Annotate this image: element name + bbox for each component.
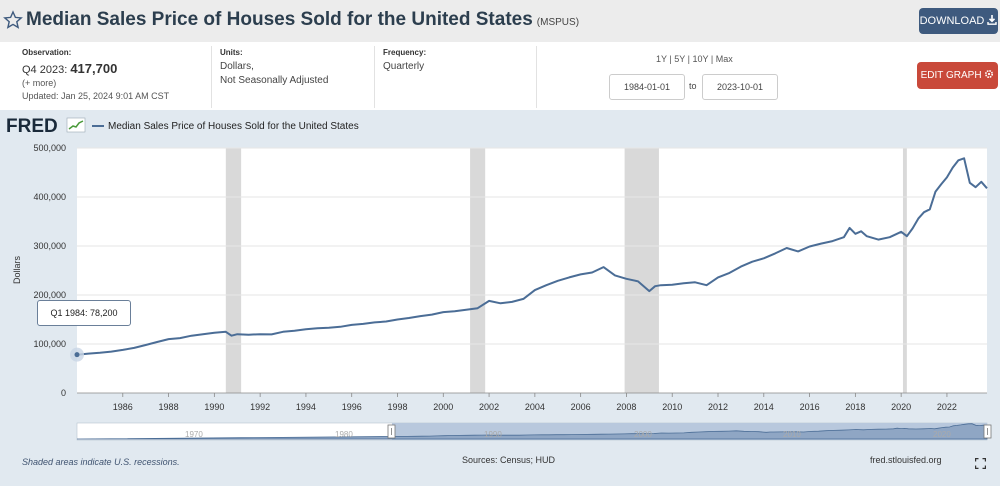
gear-icon (985, 69, 994, 79)
recession-band (902, 148, 907, 393)
fred-url[interactable]: fred.stlouisfed.org (870, 455, 942, 465)
x-tick-label: 1990 (204, 402, 224, 412)
x-axis: 1986 1988 1990 1992 1994 1996 1998 2000 2002 2004… (113, 393, 957, 412)
navigator-label: 2020 (933, 430, 951, 439)
fred-logo: FRED (6, 116, 58, 137)
range-10y-link[interactable]: 10Y (692, 54, 709, 64)
x-tick-label: 2004 (525, 402, 545, 412)
frequency-label: Frequency: (383, 48, 427, 57)
info-bar: Observation: Q4 2023: 417,700 (+ more) U… (0, 42, 1000, 110)
x-tick-label: 2010 (662, 402, 682, 412)
units-line-1: Dollars, (220, 61, 254, 72)
legend-label: Median Sales Price of Houses Sold for th… (108, 121, 359, 132)
fullscreen-icon[interactable] (975, 458, 986, 469)
navigator-label: 2000 (634, 430, 652, 439)
recession-band (470, 148, 486, 393)
more-link[interactable]: (+ more) (22, 78, 57, 88)
series-id: (MSPUS) (536, 17, 580, 28)
x-tick-label: 2022 (937, 402, 957, 412)
x-tick-label: 1998 (387, 402, 407, 412)
hover-point (74, 352, 80, 358)
series-group (70, 157, 988, 362)
star-icon[interactable] (3, 10, 23, 30)
navigator-label: 2010 (783, 430, 801, 439)
gridlines (77, 147, 987, 345)
navigator-label: 1980 (335, 430, 353, 439)
x-tick-label: 2002 (479, 402, 499, 412)
recession-band (624, 148, 659, 393)
chart: FRED Median Sales Price of Houses Sold f… (6, 116, 992, 441)
x-tick-label: 2020 (891, 402, 911, 412)
y-tick-label: 200,000 (33, 290, 66, 300)
observation-line: Q4 2023: 417,700 (22, 61, 169, 76)
to-label: to (689, 81, 697, 91)
y-tick-label: 0 (61, 388, 66, 398)
x-tick-label: 2016 (800, 402, 820, 412)
y-axis-label: Dollars (12, 256, 22, 285)
download-label: DOWNLOAD (919, 15, 985, 27)
observation-period: Q4 2023: (22, 64, 68, 76)
range-links: 1Y | 5Y | 10Y | Max (656, 54, 733, 64)
recession-shading (225, 148, 907, 393)
plot-area (77, 148, 987, 393)
x-tick-label: 1986 (113, 402, 133, 412)
chart-panel: FRED Median Sales Price of Houses Sold f… (0, 110, 1000, 486)
divider (211, 46, 212, 108)
observation-value: 417,700 (70, 61, 118, 76)
edit-graph-button[interactable]: EDIT GRAPH (917, 62, 998, 89)
x-tick-label: 1994 (296, 402, 316, 412)
y-tick-label: 500,000 (33, 143, 66, 153)
tooltip-label: Q1 1984: (50, 308, 88, 318)
end-date-input[interactable]: 2023-10-01 (702, 74, 778, 100)
y-tick-label: 300,000 (33, 241, 66, 251)
observation-label: Observation: (22, 48, 72, 57)
recession-band (225, 148, 242, 393)
units-label: Units: (220, 48, 243, 57)
data-tooltip: Q1 1984: 78,200 (37, 300, 131, 326)
frequency-section: Frequency: Quarterly (383, 48, 426, 72)
frequency-value: Quarterly (383, 61, 425, 72)
x-tick-label: 2000 (433, 402, 453, 412)
navigator-series (76, 423, 988, 440)
x-tick-label: 2018 (845, 402, 865, 412)
navigator[interactable]: 1970 1980 1990 2000 2010 2020 (76, 422, 992, 441)
series-line (76, 157, 988, 356)
tooltip-value: 78,200 (90, 308, 118, 318)
x-tick-label: 1988 (159, 402, 179, 412)
recession-note: Shaded areas indicate U.S. recessions. (22, 457, 180, 467)
units-line-2: Not Seasonally Adjusted (220, 75, 329, 86)
download-icon (987, 15, 998, 25)
x-tick-label: 1992 (250, 402, 270, 412)
divider (374, 46, 375, 108)
range-separator: | (669, 54, 672, 64)
observation-section: Observation: Q4 2023: 417,700 (+ more) U… (22, 48, 169, 101)
units-section: Units: Dollars, Not Seasonally Adjusted (220, 48, 328, 86)
fred-logo-graph-icon (66, 117, 86, 133)
range-separator: | (710, 54, 714, 64)
navigator-label: 1990 (484, 430, 502, 439)
x-tick-label: 2014 (754, 402, 774, 412)
range-5y-link[interactable]: 5Y (674, 54, 686, 64)
x-tick-label: 2008 (616, 402, 636, 412)
sources-text: Sources: Census; HUD (462, 455, 556, 465)
title-bar: Median Sales Price of Houses Sold for th… (0, 0, 1000, 42)
page-title: Median Sales Price of Houses Sold for th… (26, 9, 579, 31)
edit-graph-label: EDIT GRAPH (920, 70, 982, 81)
range-separator: | (687, 54, 690, 64)
updated-text: Updated: Jan 25, 2024 9:01 AM CST (22, 91, 170, 101)
x-tick-label: 2012 (708, 402, 728, 412)
range-1y-link[interactable]: 1Y (656, 54, 667, 64)
range-max-link[interactable]: Max (715, 54, 733, 64)
divider (536, 46, 537, 108)
y-tick-label: 400,000 (33, 192, 66, 202)
download-button[interactable]: DOWNLOAD (919, 8, 998, 34)
navigator-label: 1970 (185, 430, 203, 439)
start-date-input[interactable]: 1984-01-01 (609, 74, 685, 100)
x-tick-label: 1996 (342, 402, 362, 412)
y-tick-label: 100,000 (33, 339, 66, 349)
x-tick-label: 2006 (571, 402, 591, 412)
y-axis: 0 100,000 200,000 300,000 400,000 500,000 (33, 143, 987, 398)
series-title: Median Sales Price of Houses Sold for th… (26, 9, 533, 30)
